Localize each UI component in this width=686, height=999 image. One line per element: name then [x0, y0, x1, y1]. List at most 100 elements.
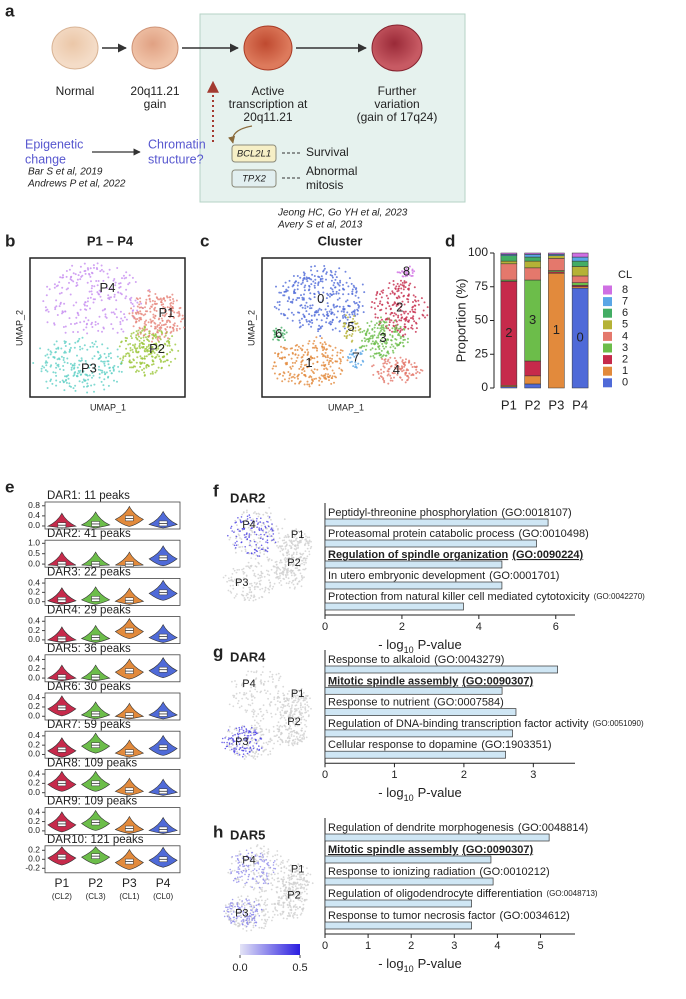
umap-point: [408, 273, 411, 276]
umap-point: [323, 347, 326, 350]
umap-point: [366, 322, 369, 324]
umap-point: [231, 905, 233, 907]
umap-point: [407, 293, 410, 296]
umap-point: [231, 732, 234, 735]
umap-point: [290, 561, 293, 564]
umap-point: [372, 373, 375, 376]
umap-point: [382, 331, 384, 334]
umap-point: [99, 354, 102, 357]
umap-point: [248, 873, 250, 876]
umap-point: [353, 300, 356, 303]
x-tick-label: P3: [548, 397, 564, 412]
umap-point: [245, 913, 247, 915]
umap-point: [300, 704, 302, 706]
umap-point: [234, 905, 236, 908]
umap-point: [423, 301, 426, 304]
y-tick-label: 0.0: [28, 672, 40, 682]
umap-point: [262, 683, 265, 685]
legend-label: 0: [622, 377, 628, 389]
umap-point: [375, 341, 378, 344]
umap-point: [306, 555, 309, 558]
umap-point: [404, 372, 407, 375]
umap-point: [305, 725, 308, 728]
umap-point: [280, 896, 283, 899]
umap-point: [236, 903, 239, 906]
umap-point: [101, 309, 104, 312]
umap-point: [336, 298, 339, 301]
umap-point: [275, 563, 278, 566]
umap-point: [295, 551, 298, 554]
term-label: Cellular response to dopamine (GO:1903351…: [328, 739, 552, 751]
umap-point: [282, 885, 285, 888]
umap-point: [267, 515, 269, 518]
umap-point: [147, 353, 150, 356]
stage-label: Normal: [56, 84, 95, 98]
umap-point: [164, 310, 167, 313]
umap-point: [236, 750, 239, 753]
umap-point: [234, 911, 237, 913]
umap-point: [151, 337, 154, 340]
umap-point: [240, 538, 243, 540]
x-axis-label: UMAP_1: [328, 402, 364, 412]
umap-point: [292, 551, 295, 554]
umap-point: [374, 348, 377, 351]
umap-point: [168, 337, 171, 340]
umap-point: [311, 304, 314, 307]
umap-point: [177, 315, 180, 318]
umap-point: [231, 856, 233, 858]
violin-body: [148, 701, 178, 720]
umap-point: [313, 340, 316, 342]
umap-point: [333, 313, 336, 316]
x-tick-label: 3: [451, 940, 457, 952]
umap-point: [342, 325, 345, 328]
umap-point: [396, 362, 399, 364]
umap-point: [288, 732, 290, 735]
umap-point: [315, 318, 318, 321]
umap-point: [400, 291, 403, 294]
umap-point: [264, 526, 267, 529]
umap-point: [233, 596, 236, 599]
umap-point: [286, 710, 288, 713]
x-tick-sublabel: (CL1): [119, 892, 139, 901]
umap-point: [271, 903, 273, 905]
umap-point: [282, 374, 284, 377]
umap-point: [69, 349, 71, 352]
term-id: (GO:0034612): [500, 910, 570, 922]
umap-point: [303, 316, 306, 319]
umap-point: [253, 574, 256, 577]
umap-point: [244, 548, 247, 551]
panel-title: DAR10: 121 peaks: [47, 834, 144, 846]
umap-point: [371, 347, 374, 350]
umap-point: [284, 314, 287, 317]
umap-point: [46, 370, 49, 373]
umap-point: [238, 924, 241, 927]
umap-point: [288, 698, 291, 700]
umap-point: [101, 371, 103, 374]
umap-point: [292, 556, 295, 559]
x-tick-label: 4: [494, 940, 500, 952]
umap-point: [390, 319, 393, 322]
umap-point: [334, 346, 337, 349]
umap-point: [125, 347, 128, 350]
umap-point: [130, 337, 133, 340]
umap-point: [283, 878, 285, 881]
umap-point: [89, 345, 92, 348]
umap-point: [285, 582, 288, 585]
umap-point: [244, 882, 246, 885]
umap-point: [156, 297, 159, 300]
umap-point: [246, 709, 249, 712]
umap-point: [280, 714, 282, 717]
umap-point: [393, 312, 396, 315]
umap-point: [178, 327, 181, 330]
umap-point: [292, 721, 295, 724]
umap-point: [264, 899, 267, 902]
umap-point: [151, 303, 154, 306]
umap-point: [231, 573, 234, 575]
umap-point: [95, 280, 98, 282]
umap-point: [223, 741, 225, 744]
umap-point: [128, 359, 131, 362]
panel-label: d: [445, 231, 455, 250]
umap-point: [141, 357, 144, 360]
umap-point: [250, 734, 252, 737]
umap-point: [143, 357, 146, 360]
